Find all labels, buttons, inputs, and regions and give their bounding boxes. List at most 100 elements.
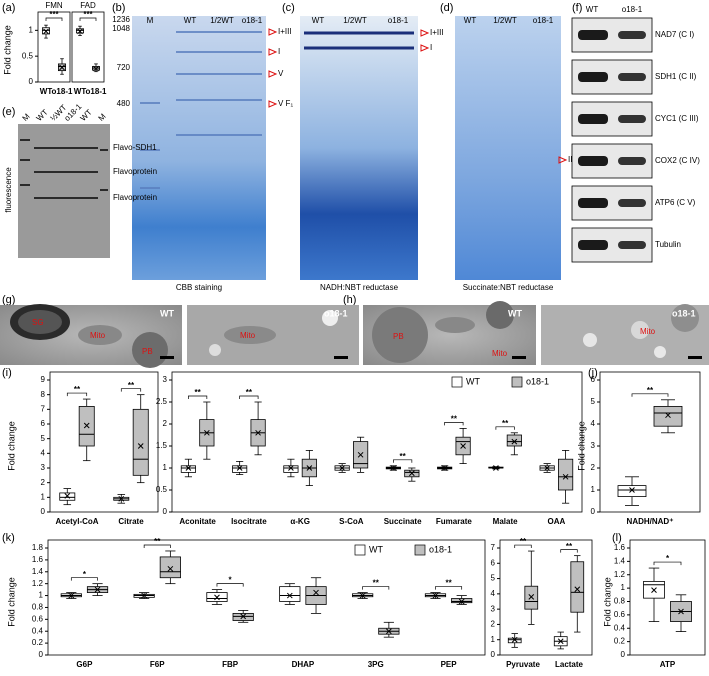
- blot-band: [618, 199, 646, 207]
- lane-label: WT: [35, 108, 50, 123]
- x-tick-label: PEP: [441, 660, 458, 669]
- blot-band: [578, 30, 608, 40]
- y-tick-label: 0.5: [22, 51, 34, 60]
- mean: [359, 592, 366, 599]
- y-tick-label: 1.2: [32, 579, 44, 588]
- marker-label: 480: [117, 99, 131, 108]
- y-tick-label: 4: [591, 419, 596, 428]
- sig-bracket: [70, 577, 98, 581]
- mean: [629, 487, 635, 493]
- box: [558, 458, 574, 491]
- y-tick-label: 1: [29, 25, 34, 34]
- legend-swatch: [414, 544, 426, 556]
- plot-frame: [37, 11, 71, 83]
- blot-band: [578, 114, 608, 124]
- sig-bracket: [444, 422, 464, 426]
- y-tick-label: 0.2: [32, 638, 44, 647]
- x-tick-label: 3PG: [368, 660, 384, 669]
- sig-bracket: [66, 392, 88, 397]
- mean: [511, 636, 518, 643]
- mean: [286, 592, 293, 599]
- sig-bracket: [653, 561, 682, 566]
- mean: [77, 28, 83, 35]
- y-tick-label: 1: [621, 583, 626, 592]
- y-tick-label: 3: [41, 463, 46, 472]
- y-tick-label: 2: [491, 620, 496, 629]
- lane-label: M: [147, 16, 154, 25]
- sig-label: **: [445, 579, 452, 588]
- mean: [167, 565, 174, 572]
- box: [180, 465, 196, 473]
- sig-bracket: [560, 549, 578, 553]
- lane-label: WT: [586, 5, 599, 14]
- mean: [339, 465, 346, 471]
- image-title: o18-1: [672, 308, 696, 318]
- micrograph: [363, 301, 536, 365]
- micrograph: [187, 305, 359, 365]
- x-tick-label: Citrate: [118, 517, 144, 526]
- mean: [357, 451, 364, 458]
- legend-label: WT: [369, 544, 383, 554]
- plot-frame: [599, 371, 701, 513]
- gel: [18, 124, 110, 258]
- box: [570, 561, 585, 613]
- mean: [118, 495, 125, 502]
- blot-label: NAD7 (C I): [655, 30, 694, 39]
- sig-bracket: [120, 388, 142, 392]
- mean: [390, 465, 397, 471]
- mean: [458, 598, 465, 605]
- blot-band: [618, 31, 646, 39]
- gel: [300, 16, 418, 280]
- x-tick-label: Malate: [493, 517, 518, 526]
- micrograph: [0, 304, 182, 368]
- plot-frame: [47, 539, 486, 656]
- box: [617, 485, 647, 498]
- mean: [557, 638, 564, 645]
- lane-label: 1/2WT: [343, 16, 367, 25]
- image-label: PB: [393, 332, 404, 341]
- blots: NAD7 (C I) SDH1 (C II) CYC1 (C III) COX2 (C…: [571, 17, 700, 263]
- box: [159, 556, 181, 579]
- sig-bracket: [631, 393, 669, 397]
- blot-label: Tubulin: [655, 240, 681, 249]
- caption: CBB staining: [176, 283, 222, 292]
- y-tick-label: 0.4: [32, 626, 44, 635]
- panel-label: (f): [572, 2, 582, 14]
- arrowheads: [268, 28, 278, 108]
- y-tick-label: 0: [29, 77, 34, 86]
- box: [653, 405, 683, 427]
- mean: [408, 470, 415, 477]
- band-label: Flavo-SDH1: [113, 143, 157, 152]
- sig-label: **: [74, 385, 81, 394]
- y-tick-label: 5: [491, 574, 496, 583]
- caption: Succinate:NBT reductase: [463, 283, 554, 292]
- lane-label: M: [21, 112, 32, 123]
- plot-frame: [629, 539, 706, 656]
- y-tick-label: 1.4: [32, 567, 44, 576]
- mean: [68, 592, 75, 599]
- sig-bracket: [143, 544, 171, 548]
- y-tick-label: 0.8: [32, 603, 44, 612]
- mean: [93, 65, 99, 72]
- panel-label: (i): [2, 367, 12, 379]
- sig-label: **: [195, 388, 202, 397]
- x-tick-label: Pyruvate: [506, 660, 540, 669]
- mean: [255, 429, 261, 436]
- mean: [313, 589, 319, 596]
- x-tick-label: OAA: [547, 517, 565, 526]
- y-tick-label: 0: [491, 650, 496, 659]
- band-label: II: [568, 155, 572, 164]
- x-tick-label: ATP: [660, 660, 676, 669]
- image-label: Mito: [640, 327, 656, 336]
- x-tick-label: DHAP: [292, 660, 315, 669]
- lane-label: o18-1: [242, 16, 263, 25]
- arrowheads: [420, 29, 430, 52]
- x-tick-label: o18-1: [86, 87, 107, 96]
- axis-label: fluorescence: [4, 167, 13, 213]
- mean: [432, 592, 439, 599]
- lane-label: WT: [184, 16, 197, 25]
- box: [59, 492, 76, 501]
- y-tick-label: 5: [591, 397, 596, 406]
- y-tick-label: 1: [41, 492, 46, 501]
- mean: [678, 608, 684, 615]
